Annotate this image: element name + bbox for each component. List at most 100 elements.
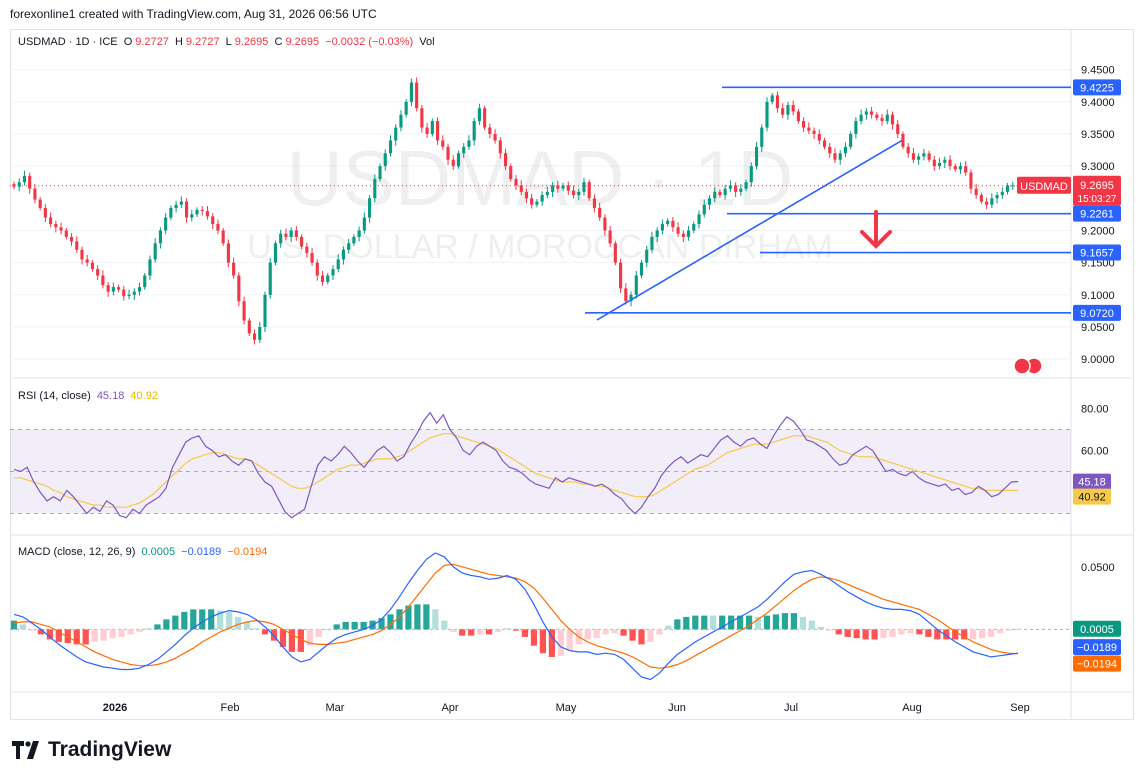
macd-histogram-bar <box>73 629 80 645</box>
candle-body <box>530 198 534 205</box>
candle-body <box>566 185 570 191</box>
macd-signal-line <box>13 563 1019 669</box>
candle-body <box>697 214 701 225</box>
countdown-label: 15:03:27 <box>1078 194 1117 205</box>
macd-histogram-bar <box>593 629 600 639</box>
candle-body <box>132 291 136 295</box>
candle-body <box>639 262 644 276</box>
x-tick-label: Jul <box>784 702 798 714</box>
candle-body <box>64 230 68 237</box>
brand-name: TradingView <box>48 738 172 761</box>
macd-histogram-bar <box>459 629 466 636</box>
candle-body <box>592 198 596 208</box>
macd-histogram-bar <box>719 615 726 630</box>
candle-body <box>216 224 220 231</box>
macd-title: MACD (close, 12, 26, 9) <box>18 546 136 558</box>
macd-histogram-bar <box>996 629 1004 634</box>
macd-histogram-bar <box>880 629 887 639</box>
macd-histogram-bar <box>360 621 367 630</box>
macd-histogram-bar <box>665 625 672 630</box>
candle-body <box>446 146 450 160</box>
candle-body <box>49 217 53 225</box>
macd-histogram-bar <box>943 629 950 640</box>
macd-histogram-bar <box>199 609 206 630</box>
macd-histogram-bar <box>835 629 842 635</box>
candle-body <box>273 243 278 263</box>
candle-body <box>242 301 246 321</box>
macd-histogram-bar <box>234 616 242 630</box>
candle-body <box>676 227 680 234</box>
candle-body <box>164 217 168 231</box>
macd-histogram-bar <box>243 621 251 630</box>
x-tick-label: Jun <box>668 702 686 714</box>
change-value: −0.0032 (−0.03%) <box>325 36 414 48</box>
macd-histogram-bar <box>656 629 663 635</box>
candle-body <box>938 162 942 167</box>
candle-body <box>781 108 785 115</box>
macd-histogram-bar <box>172 615 179 630</box>
close-label: C <box>274 36 283 48</box>
candle-body <box>964 166 968 173</box>
level-price-label: 9.4225 <box>1080 82 1114 94</box>
candle-body <box>545 191 549 196</box>
candle-body <box>462 146 466 154</box>
rsi-ma-value: 40.92 <box>130 390 158 402</box>
candle-body <box>561 185 565 189</box>
symbol-legend: USDMAD · 1D · ICE O 9.2727 H 9.2727 L 9.269… <box>18 36 438 48</box>
signal-value-label: −0.0194 <box>1077 659 1117 671</box>
y-tick-label: 9.1500 <box>1081 258 1115 270</box>
candle-body <box>456 153 461 167</box>
macd-histogram-bar <box>530 629 538 646</box>
x-tick-label: Aug <box>902 702 922 714</box>
candle-body <box>671 220 675 228</box>
candle-body <box>749 166 753 183</box>
candle-body <box>833 153 837 160</box>
candle-body <box>336 259 340 270</box>
candle-body <box>870 111 874 115</box>
candle-body <box>587 182 591 199</box>
candle-body <box>744 182 748 189</box>
candle-body <box>75 241 79 250</box>
macd-histogram-bar <box>790 613 798 630</box>
macd-histogram-bar <box>324 629 331 631</box>
macd-histogram-bar <box>333 624 340 630</box>
candle-body <box>415 82 419 109</box>
candle-body <box>765 101 769 128</box>
last-price-tag <box>1073 175 1121 206</box>
macd-histogram-bar <box>163 619 170 630</box>
macd-histogram-bar <box>907 629 914 634</box>
macd-histogram-bar <box>306 629 313 646</box>
macd-histogram-bar <box>423 604 430 630</box>
candle-body <box>263 294 267 327</box>
low-value: 9.2695 <box>234 36 269 48</box>
candle-body <box>326 275 330 282</box>
candle-body <box>990 198 994 205</box>
macd-histogram-bar <box>1005 629 1013 631</box>
watermark-ticker: USDMAD · 1D <box>286 134 793 222</box>
macd-histogram-bar <box>145 628 152 630</box>
chart-credit: forexonline1 created with TradingView.co… <box>10 7 377 21</box>
high-label: H <box>174 36 183 48</box>
candle-body <box>200 209 204 212</box>
rsi-title: RSI (14, close) <box>18 390 91 402</box>
candle-body <box>901 133 905 147</box>
candle-body <box>368 198 372 218</box>
x-tick-label: May <box>556 702 577 714</box>
macd-histogram-bar <box>898 629 905 635</box>
candle-body <box>148 259 152 276</box>
candle-body <box>315 262 319 276</box>
candle-body <box>932 159 936 167</box>
close-value: 9.2695 <box>285 36 320 48</box>
macd-histogram-bar <box>683 616 690 630</box>
level-price-label: 9.0720 <box>1080 308 1114 320</box>
macd-histogram-bar <box>441 620 448 630</box>
candle-body <box>289 230 293 237</box>
candle-body <box>388 140 393 154</box>
candle-body <box>760 127 764 147</box>
candle-body <box>843 146 847 154</box>
y-tick-label: 9.0000 <box>1081 354 1115 366</box>
rsi-ma-value-label: 40.92 <box>1078 492 1106 504</box>
candle-body <box>158 230 162 244</box>
tradingview-logo-icon <box>12 741 42 765</box>
